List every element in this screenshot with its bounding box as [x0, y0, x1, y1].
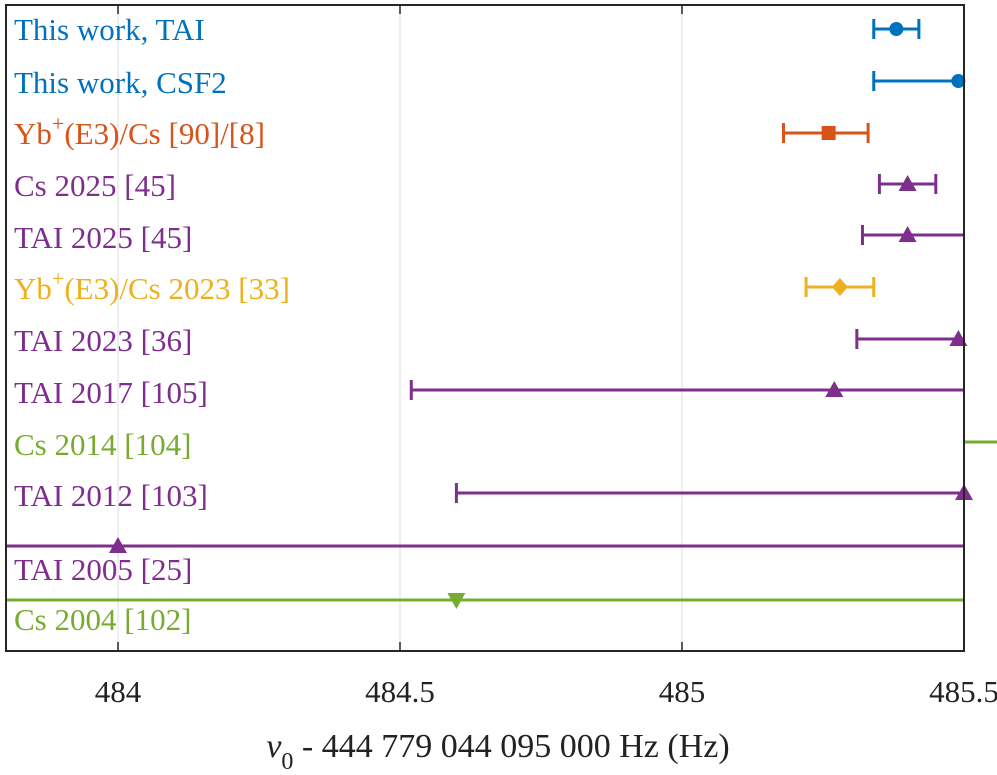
series-row-1: [872, 71, 966, 91]
series-label-1: This work, CSF2: [14, 65, 227, 100]
x-tick-label: 484: [95, 674, 142, 709]
series-row-11: [6, 593, 964, 609]
series-row-0: [872, 19, 921, 39]
series-label-9: TAI 2012 [103]: [14, 478, 208, 513]
data-point-circle: [889, 22, 904, 36]
x-axis-label: ν0 - 444 779 044 095 000 Hz (Hz): [266, 728, 729, 775]
series-row-5: [804, 277, 876, 297]
series-row-7: [409, 380, 964, 400]
x-axis-label-rest: - 444 779 044 095 000 Hz (Hz): [293, 728, 729, 765]
series-label-3: Cs 2025 [45]: [14, 168, 176, 203]
x-tick-label: 485: [659, 674, 706, 709]
data-point-triangle-down: [447, 593, 466, 609]
x-tick-label: 485.5: [929, 674, 997, 709]
series-row-3: [877, 174, 938, 194]
series-label-6: TAI 2023 [36]: [14, 323, 192, 358]
series-label-base: Yb: [14, 271, 52, 306]
series-row-6: [855, 329, 968, 349]
series-label-superscript: +: [52, 266, 64, 291]
series-label-2: Yb+(E3)/Cs [90]/[8]: [14, 111, 265, 151]
series-label-5: Yb+(E3)/Cs 2023 [33]: [14, 266, 290, 306]
x-axis-label-subscript: 0: [281, 749, 293, 775]
series-label-base: Yb: [14, 116, 52, 151]
series-label-rest: (E3)/Cs [90]/[8]: [64, 116, 265, 151]
data-point-square: [821, 126, 836, 140]
series-row-4: [860, 225, 964, 245]
data-point-triangle-up: [949, 330, 968, 346]
data-point-triangle-up: [825, 381, 844, 397]
series-label-8: Cs 2014 [104]: [14, 427, 191, 462]
series-row-9: [454, 483, 973, 503]
series-label-0: This work, TAI: [14, 12, 205, 47]
series-label-superscript: +: [52, 111, 64, 136]
data-point-triangle-up: [898, 175, 917, 191]
series-row-10: [6, 537, 964, 553]
grid-layer: [117, 5, 683, 651]
series-layer: [6, 19, 997, 609]
data-point-triangle-up: [898, 226, 917, 242]
data-point-diamond: [831, 278, 848, 296]
series-label-rest: (E3)/Cs 2023 [33]: [64, 271, 290, 306]
x-tick-label: 484.5: [365, 674, 435, 709]
x-axis-label-nu: ν: [266, 728, 282, 765]
series-label-4: TAI 2025 [45]: [14, 220, 192, 255]
plot-frame: [5, 4, 965, 652]
data-point-triangle-up: [109, 537, 127, 553]
data-point-circle: [951, 74, 966, 88]
series-label-11: Cs 2004 [102]: [14, 602, 191, 637]
series-row-8: [964, 440, 997, 444]
series-row-2: [782, 123, 870, 143]
series-label-7: TAI 2017 [105]: [14, 375, 208, 410]
series-label-10: TAI 2005 [25]: [14, 552, 192, 587]
